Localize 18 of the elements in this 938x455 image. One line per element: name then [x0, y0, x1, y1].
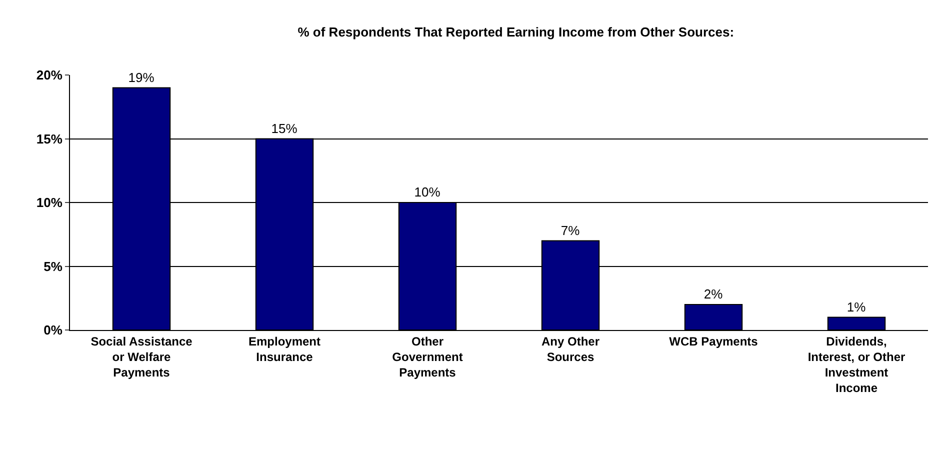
- x-tick-label: Any Other Sources: [541, 334, 600, 364]
- data-label: 19%: [128, 70, 155, 85]
- x-tick-label: WCB Payments: [669, 334, 758, 348]
- y-tick-label: 15%: [36, 131, 63, 146]
- data-label: 7%: [560, 222, 580, 238]
- y-tick-label: 5%: [44, 258, 63, 274]
- y-tick-label: 0%: [44, 322, 63, 338]
- x-tick-label: Social Assistance or Welfare Payments: [90, 334, 193, 380]
- chart-title: % of Respondents That Reported Earning Income from Other Sources:: [298, 24, 734, 40]
- x-tick-label: Employment Insurance: [248, 334, 321, 364]
- data-label: 2%: [704, 286, 724, 302]
- data-label: 15%: [271, 120, 298, 136]
- y-tick-label: 20%: [36, 68, 63, 83]
- x-tick-label: Dividends, Interest, or Other Investment Income: [808, 334, 906, 396]
- data-label: 10%: [414, 184, 441, 200]
- y-tick-label: 10%: [36, 195, 63, 210]
- x-tick-label: Other Government Payments: [392, 334, 463, 380]
- data-label: 1%: [846, 299, 866, 314]
